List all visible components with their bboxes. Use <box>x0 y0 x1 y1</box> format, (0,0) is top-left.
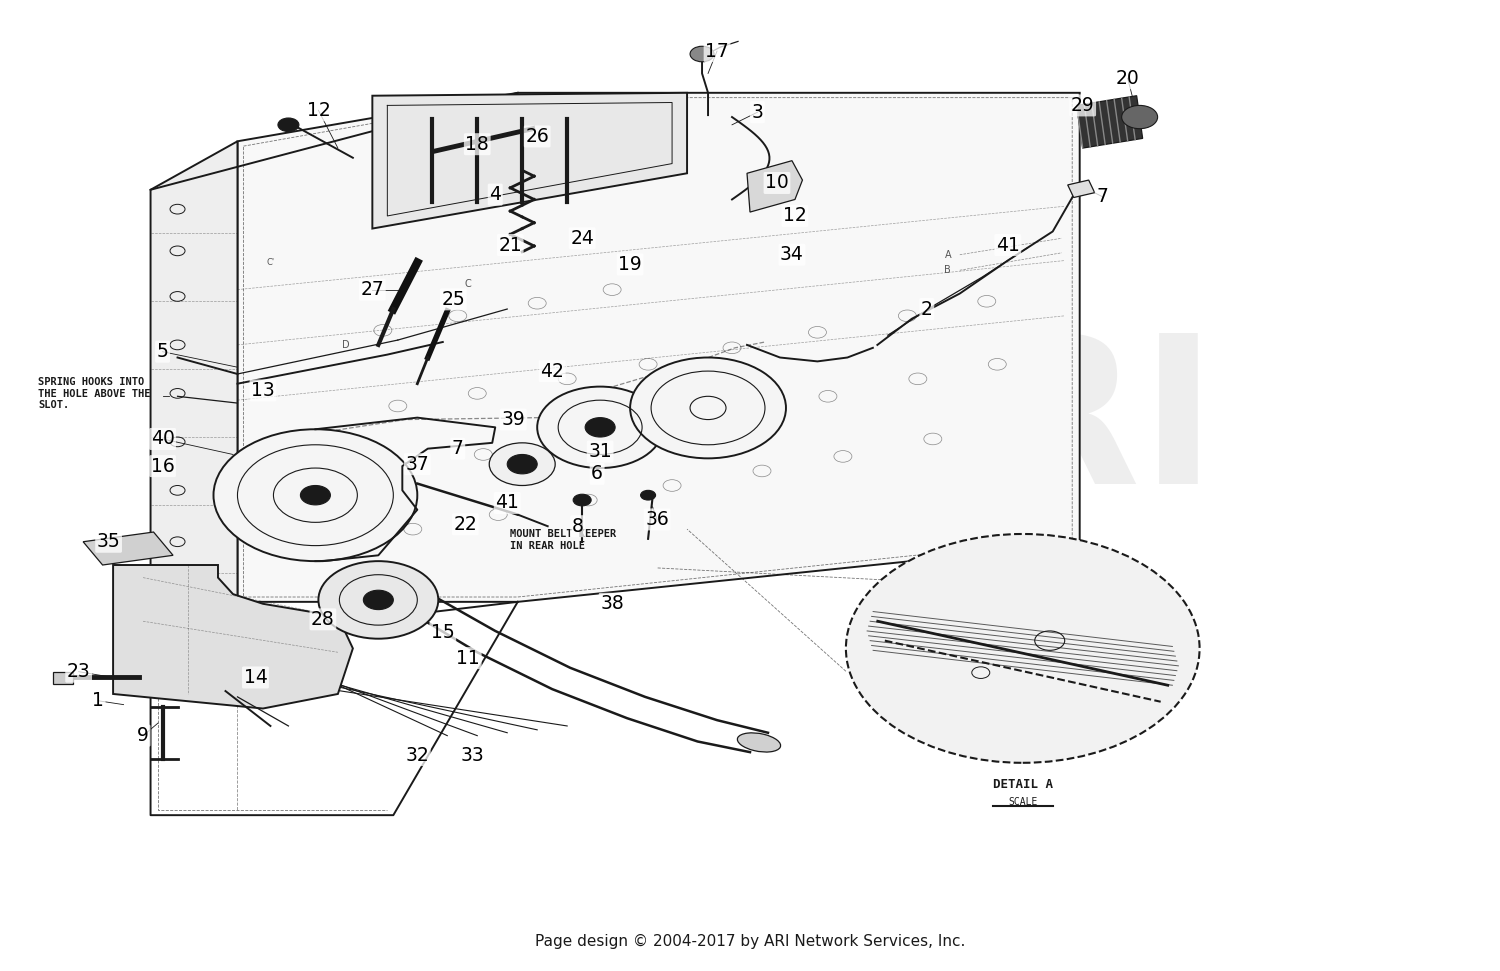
Polygon shape <box>1077 96 1143 148</box>
Polygon shape <box>53 672 72 685</box>
Text: SPRING HOOKS INTO
THE HOLE ABOVE THE
SLOT.: SPRING HOOKS INTO THE HOLE ABOVE THE SLO… <box>38 377 150 410</box>
Circle shape <box>585 418 615 437</box>
Text: DETAIL A: DETAIL A <box>993 778 1053 790</box>
Circle shape <box>213 429 417 561</box>
Circle shape <box>278 118 298 132</box>
Text: Page design © 2004-2017 by ARI Network Services, Inc.: Page design © 2004-2017 by ARI Network S… <box>536 934 964 949</box>
Text: 34: 34 <box>780 246 804 264</box>
Text: 31: 31 <box>588 442 612 461</box>
Text: SCALE: SCALE <box>1008 796 1038 807</box>
Polygon shape <box>237 93 1080 602</box>
Polygon shape <box>1068 180 1095 197</box>
Circle shape <box>846 534 1200 763</box>
Text: 42: 42 <box>540 361 564 381</box>
Text: 3: 3 <box>752 103 764 121</box>
Text: C: C <box>465 279 471 288</box>
Text: 2: 2 <box>921 299 933 318</box>
Circle shape <box>640 490 656 500</box>
Text: 9: 9 <box>136 726 148 745</box>
Text: 12: 12 <box>783 207 807 225</box>
Text: 37: 37 <box>405 454 429 474</box>
Text: 6: 6 <box>591 464 603 484</box>
Text: 27: 27 <box>360 281 384 299</box>
Circle shape <box>630 357 786 458</box>
Text: D: D <box>342 340 350 350</box>
Text: 32: 32 <box>405 746 429 764</box>
Text: 19: 19 <box>618 255 642 274</box>
Text: 24: 24 <box>570 229 594 248</box>
Text: 36: 36 <box>645 510 669 529</box>
Text: 41: 41 <box>996 236 1020 254</box>
Text: 28: 28 <box>310 610 334 629</box>
Text: C': C' <box>267 258 274 267</box>
Text: MOUNT BELT KEEPER
IN REAR HOLE: MOUNT BELT KEEPER IN REAR HOLE <box>510 529 616 551</box>
Text: 29: 29 <box>1071 96 1095 115</box>
Text: 23: 23 <box>66 662 90 682</box>
Text: 11: 11 <box>456 649 480 668</box>
Text: 1: 1 <box>92 691 104 710</box>
Text: 25: 25 <box>441 289 465 309</box>
Text: 35: 35 <box>96 532 120 552</box>
Text: 20: 20 <box>1116 69 1140 87</box>
Polygon shape <box>82 532 172 565</box>
Circle shape <box>507 454 537 474</box>
Circle shape <box>489 443 555 486</box>
Text: 21: 21 <box>498 236 522 254</box>
Text: 14: 14 <box>243 668 267 687</box>
Circle shape <box>537 386 663 468</box>
Polygon shape <box>747 160 802 212</box>
Text: 26: 26 <box>525 127 549 146</box>
Polygon shape <box>372 93 687 228</box>
Circle shape <box>300 486 330 505</box>
Text: B: B <box>945 265 951 275</box>
Text: 8: 8 <box>572 517 584 536</box>
Text: 5: 5 <box>156 342 168 361</box>
Ellipse shape <box>738 733 780 752</box>
Text: 17: 17 <box>705 42 729 60</box>
Text: 38: 38 <box>600 594 624 614</box>
Text: 39: 39 <box>501 410 525 429</box>
Text: 13: 13 <box>251 381 274 400</box>
Text: 15: 15 <box>430 623 454 643</box>
Text: 12: 12 <box>306 101 330 119</box>
Text: 7: 7 <box>452 439 464 458</box>
Circle shape <box>690 47 714 62</box>
Text: 40: 40 <box>150 429 174 449</box>
Polygon shape <box>150 142 237 646</box>
Text: 10: 10 <box>765 174 789 192</box>
Text: 4: 4 <box>489 185 501 204</box>
Text: 33: 33 <box>460 746 484 764</box>
Text: 18: 18 <box>465 135 489 153</box>
Text: 41: 41 <box>495 493 519 513</box>
Text: ARI: ARI <box>824 327 1216 527</box>
Text: 16: 16 <box>150 456 174 476</box>
Circle shape <box>573 494 591 506</box>
Polygon shape <box>112 565 352 709</box>
Circle shape <box>1122 106 1158 129</box>
Text: 7: 7 <box>1096 187 1108 206</box>
Text: 22: 22 <box>453 515 477 534</box>
Circle shape <box>318 561 438 639</box>
Circle shape <box>363 590 393 610</box>
Text: A: A <box>945 250 951 259</box>
